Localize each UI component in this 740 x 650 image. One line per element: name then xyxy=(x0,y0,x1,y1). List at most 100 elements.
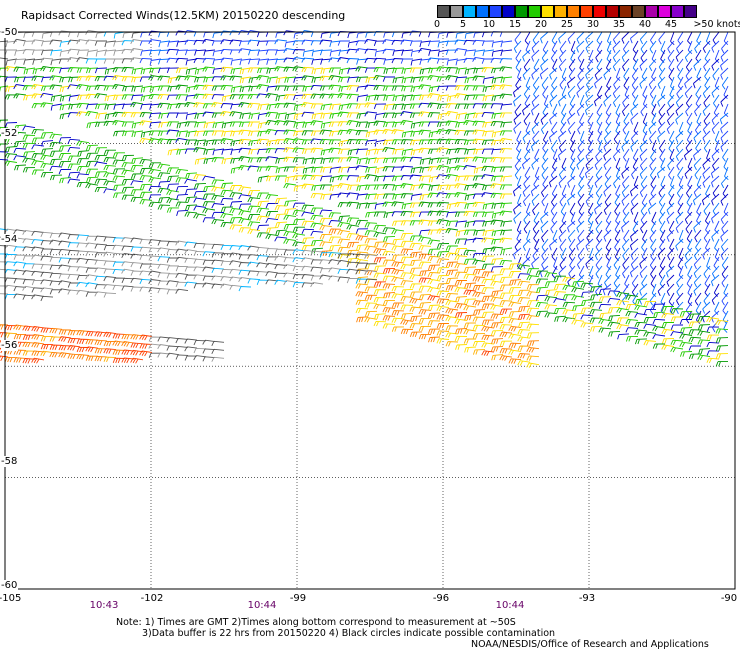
time-label: 10:44 xyxy=(496,600,525,611)
wind-barb xyxy=(77,174,89,179)
wind-barb xyxy=(104,165,116,170)
wind-barb xyxy=(212,113,224,118)
wind-barb xyxy=(516,77,521,89)
wind-barb xyxy=(365,239,377,244)
wind-barb xyxy=(356,308,368,313)
legend-unit-label: >50 knots xyxy=(693,19,740,30)
legend-tick-label: 0 xyxy=(434,19,440,30)
wind-barb xyxy=(258,131,269,137)
wind-barb xyxy=(492,140,503,146)
wind-barb xyxy=(631,140,638,152)
wind-barb xyxy=(167,190,179,195)
legend-tick-label: 35 xyxy=(613,19,625,30)
wind-barb xyxy=(482,335,494,340)
wind-barb xyxy=(696,95,701,108)
wind-barb xyxy=(311,148,323,153)
wind-barb xyxy=(149,169,161,174)
wind-barb xyxy=(527,324,539,329)
wind-barb xyxy=(392,202,404,207)
wind-barb xyxy=(509,319,521,324)
wind-barb xyxy=(572,288,584,293)
wind-barb xyxy=(257,139,269,144)
wind-barb xyxy=(693,77,701,88)
wind-barb xyxy=(527,333,539,338)
wind-barb xyxy=(392,277,404,282)
wind-barb xyxy=(545,273,557,278)
wind-barb xyxy=(500,138,512,143)
wind-barb xyxy=(176,85,188,90)
wind-barb xyxy=(248,222,260,227)
wind-barb xyxy=(392,287,404,292)
wind-barb xyxy=(554,292,566,297)
wind-barb xyxy=(275,206,287,211)
wind-barb xyxy=(577,86,584,98)
wind-barb xyxy=(122,104,134,109)
legend-swatch xyxy=(606,5,619,18)
wind-barb xyxy=(526,140,530,153)
wind-barb xyxy=(221,85,233,90)
wind-barb xyxy=(329,68,341,73)
wind-barb xyxy=(221,198,233,203)
wind-barb xyxy=(568,176,575,188)
wind-barb xyxy=(500,131,512,136)
wind-barb xyxy=(473,301,485,306)
wind-barb xyxy=(685,167,692,179)
wind-barb xyxy=(558,149,566,160)
wind-barb xyxy=(293,50,305,55)
wind-barb xyxy=(365,112,377,117)
wind-barb xyxy=(589,50,593,63)
wind-barb xyxy=(623,212,629,224)
wind-barb xyxy=(41,58,53,63)
wind-barb xyxy=(523,68,530,80)
wind-barb xyxy=(410,298,422,303)
legend-tick-label: 5 xyxy=(460,19,466,30)
time-label: 10:44 xyxy=(248,600,277,611)
wind-barb xyxy=(330,185,341,191)
wind-barb xyxy=(5,161,17,166)
wind-barb xyxy=(383,251,395,256)
wind-barb xyxy=(702,194,710,205)
lat-label: -56 xyxy=(1,340,18,351)
wind-barb xyxy=(257,85,269,90)
wind-barb xyxy=(410,157,422,162)
wind-barb xyxy=(599,304,611,309)
wind-barb xyxy=(518,330,530,335)
wind-barb xyxy=(446,309,458,314)
grid-lines xyxy=(5,32,735,589)
wind-barb xyxy=(176,202,188,207)
wind-barbs xyxy=(0,30,728,367)
wind-barb xyxy=(678,32,683,45)
wind-barb xyxy=(525,149,531,161)
wind-barb xyxy=(212,349,224,354)
wind-barb xyxy=(509,350,521,355)
wind-barb xyxy=(716,354,728,359)
wind-barb xyxy=(347,94,359,99)
wind-barb xyxy=(302,212,314,216)
wind-barb xyxy=(176,169,188,174)
wind-barb xyxy=(500,94,512,99)
wind-barb xyxy=(357,176,368,182)
wind-barb xyxy=(104,173,116,178)
wind-barb xyxy=(604,68,611,80)
wind-barb xyxy=(642,68,647,81)
legend-swatch xyxy=(489,5,502,18)
wind-barb xyxy=(302,112,314,117)
wind-barb xyxy=(501,77,512,83)
wind-barb xyxy=(527,341,539,346)
wind-barb xyxy=(500,148,512,153)
wind-barb xyxy=(509,302,521,307)
wind-barb xyxy=(32,358,44,363)
wind-barb xyxy=(653,335,665,339)
wind-barb xyxy=(248,198,260,203)
wind-barb xyxy=(41,296,53,301)
legend-swatch xyxy=(515,5,528,18)
wind-barb xyxy=(685,257,692,269)
lat-label: -60 xyxy=(1,580,18,591)
wind-barb xyxy=(311,121,323,126)
wind-barb xyxy=(657,167,665,178)
wind-barb xyxy=(446,293,458,298)
wind-barb xyxy=(500,158,512,163)
wind-barb xyxy=(338,41,350,46)
wind-barb xyxy=(500,67,512,72)
chart-title: Rapidsact Corrected Winds(12.5KM) 201502… xyxy=(21,9,345,22)
